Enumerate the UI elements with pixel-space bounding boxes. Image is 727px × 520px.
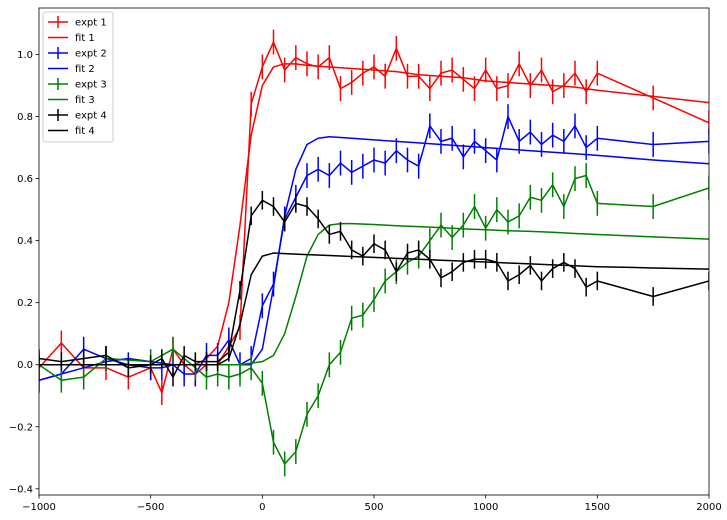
x-tick-label: 500	[364, 502, 383, 513]
legend-label: expt 4	[75, 111, 107, 122]
legend-label: fit 1	[75, 33, 95, 44]
y-tick-label: 0.4	[17, 236, 33, 247]
x-tick-label: 1000	[473, 502, 498, 513]
series-layer	[39, 29, 709, 477]
legend: expt 1 fit 1 expt 2 fit 2 expt 3 fit 3 expt 4 f…	[42, 11, 114, 143]
legend-entry: fit 4	[48, 126, 95, 137]
x-tick-label: 1500	[585, 502, 610, 513]
legend-entry: expt 3	[48, 78, 107, 91]
plot-area	[38, 7, 710, 496]
legend-label: fit 3	[75, 95, 95, 106]
y-tick-label: −0.4	[9, 484, 33, 495]
y-tick-label: 1.0	[17, 50, 33, 61]
legend-label: fit 2	[75, 64, 95, 75]
expt-line-3	[39, 115, 709, 381]
legend-frame	[42, 11, 114, 143]
y-tick-label: −0.2	[9, 422, 33, 433]
y-tick-label: 0.8	[17, 112, 33, 123]
x-tick-label: −1000	[22, 502, 56, 513]
y-tick-label: 0.2	[17, 298, 33, 309]
legend-entry: expt 1	[48, 16, 107, 29]
series-fit-4	[39, 252, 709, 366]
legend-entry: fit 3	[48, 95, 95, 106]
y-axis: −0.4 −0.2 0.0 0.2 0.4 0.6 0.8 1.0	[9, 50, 39, 495]
legend-label: expt 1	[75, 18, 107, 29]
x-axis: −1000 −500 0 500 1000 1500 2000	[22, 495, 722, 513]
legend-entry: fit 2	[48, 64, 95, 75]
legend-label: fit 4	[75, 126, 95, 137]
x-tick-label: −500	[137, 502, 164, 513]
y-tick-label: 0.0	[17, 360, 33, 371]
legend-label: expt 3	[75, 80, 107, 91]
expt-line-1	[39, 41, 709, 394]
legend-label: expt 2	[75, 49, 107, 60]
legend-entries: expt 1 fit 1 expt 2 fit 2 expt 3 fit 3 expt 4 f…	[48, 16, 107, 137]
legend-entry: expt 2	[48, 47, 107, 60]
fit-line-8	[39, 252, 709, 366]
legend-entry: expt 4	[48, 109, 107, 122]
expt-line-7	[39, 199, 709, 378]
y-tick-label: 0.6	[17, 174, 33, 185]
x-tick-label: 2000	[696, 502, 721, 513]
x-tick-label: 0	[259, 502, 265, 513]
legend-entry: fit 1	[48, 33, 95, 44]
